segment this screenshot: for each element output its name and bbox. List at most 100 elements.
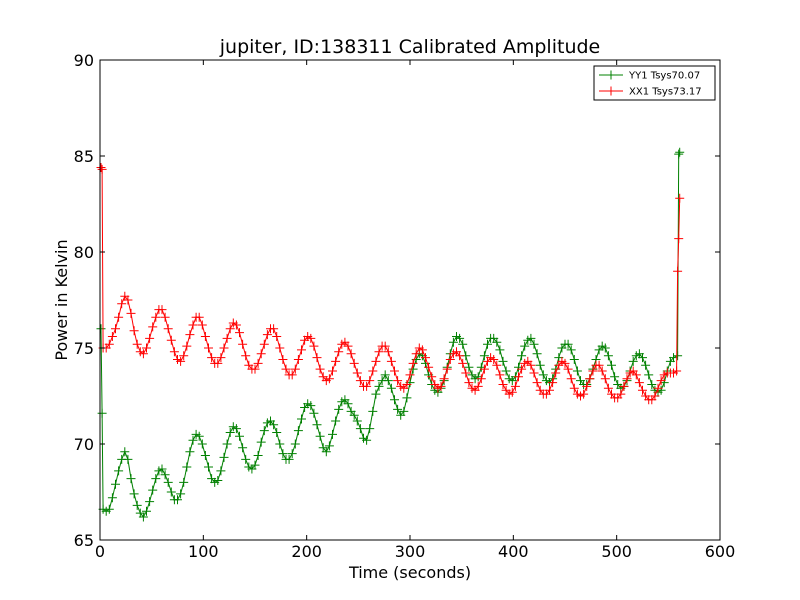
- data-point: [628, 356, 638, 366]
- data-point: [312, 420, 322, 430]
- data-point: [600, 343, 610, 353]
- data-point: [501, 366, 511, 376]
- data-point: [492, 360, 502, 370]
- data-point: [290, 439, 300, 449]
- data-point: [334, 347, 344, 357]
- data-point: [622, 374, 632, 384]
- data-point: [386, 356, 396, 366]
- data-point: [569, 355, 579, 364]
- data-point: [259, 426, 269, 436]
- data-point: [104, 504, 114, 514]
- data-point: [479, 351, 489, 361]
- data-point: [138, 349, 148, 359]
- data-point: [216, 353, 226, 363]
- data-point: [293, 426, 303, 436]
- data-point: [520, 341, 530, 351]
- data-point: [673, 266, 683, 276]
- data-point: [405, 370, 415, 380]
- data-point: [594, 360, 604, 370]
- data-point: [306, 333, 316, 343]
- data-point: [309, 341, 319, 351]
- data-point: [675, 147, 685, 157]
- data-point: [219, 343, 229, 353]
- chart-title: jupiter, ID:138311 Calibrated Amplitude: [219, 36, 600, 58]
- data-point: [306, 401, 316, 411]
- y-axis: 65 70 75 80 85 90: [74, 51, 720, 550]
- data-point: [607, 360, 616, 370]
- y-tick-label: 75: [74, 339, 94, 358]
- data-point: [579, 389, 589, 399]
- data-point: [448, 337, 458, 347]
- data-point: [182, 341, 192, 351]
- data-point: [673, 351, 683, 361]
- data-point: [163, 324, 173, 334]
- legend-swatch-marker: [606, 86, 616, 96]
- data-point: [238, 339, 248, 349]
- data-point: [111, 479, 120, 489]
- data-point: [495, 345, 505, 355]
- data-point: [362, 435, 372, 445]
- x-tick-label: 300: [395, 542, 426, 561]
- data-point: [216, 466, 226, 476]
- data-point: [517, 364, 527, 374]
- data-point: [123, 295, 133, 305]
- data-point: [148, 322, 158, 332]
- data-point: [355, 424, 365, 434]
- data-point: [272, 332, 282, 341]
- data-point: [309, 408, 319, 418]
- data-point: [374, 347, 384, 357]
- data-point: [176, 356, 186, 366]
- data-point: [148, 485, 158, 495]
- data-point: [107, 332, 117, 341]
- data-point: [343, 399, 353, 409]
- data-point: [104, 339, 114, 349]
- data-point: [107, 493, 117, 503]
- data-point: [157, 305, 167, 315]
- data-point: [324, 374, 334, 384]
- data-point: [117, 299, 127, 309]
- data-point: [138, 512, 148, 522]
- data-point: [390, 395, 399, 405]
- data-point: [120, 447, 130, 457]
- data-point: [194, 431, 204, 441]
- data-point: [507, 387, 517, 397]
- data-point: [464, 378, 474, 388]
- data-point: [151, 474, 161, 484]
- data-point: [349, 410, 359, 420]
- x-tick-label: 0: [95, 542, 105, 561]
- x-tick-label: 100: [188, 542, 219, 561]
- data-point: [492, 337, 502, 347]
- data-point: [272, 428, 282, 437]
- data-point: [548, 378, 558, 388]
- data-point: [371, 389, 381, 399]
- data-point: [638, 353, 647, 363]
- data-point: [455, 351, 465, 361]
- data-point: [179, 477, 189, 487]
- data-point: [560, 358, 570, 368]
- data-point: [439, 374, 449, 384]
- data-point: [380, 370, 390, 380]
- data-point: [222, 333, 232, 343]
- data-point: [166, 487, 176, 497]
- data-point: [163, 477, 173, 487]
- data-point: [349, 358, 359, 368]
- data-point: [126, 308, 136, 318]
- data-point: [424, 362, 434, 372]
- data-point: [675, 193, 685, 203]
- data-point: [284, 454, 294, 464]
- data-point: [204, 462, 213, 472]
- data-point: [315, 431, 325, 441]
- data-point: [269, 324, 279, 334]
- data-point: [464, 362, 474, 372]
- data-point: [281, 364, 291, 374]
- data-point: [647, 380, 657, 389]
- data-point: [278, 355, 288, 364]
- data-point: [638, 385, 647, 395]
- data-point: [566, 374, 576, 384]
- data-point: [96, 163, 106, 172]
- data-point: [166, 335, 176, 345]
- data-point: [126, 474, 136, 484]
- data-point: [328, 366, 337, 376]
- data-point: [250, 364, 260, 374]
- data-point: [278, 449, 288, 459]
